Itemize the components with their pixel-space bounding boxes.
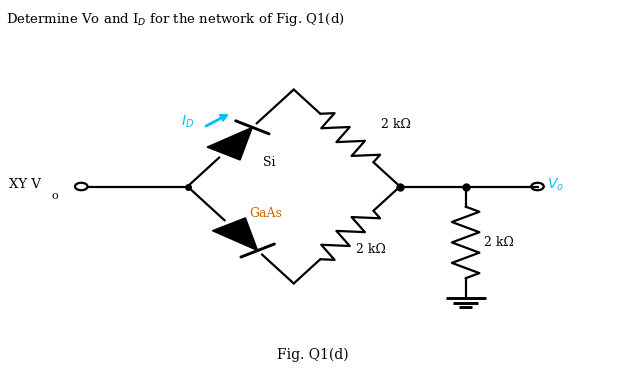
- Text: Fig. Q1(d): Fig. Q1(d): [277, 347, 348, 362]
- Text: 2 kΩ: 2 kΩ: [484, 236, 514, 249]
- Text: $I_D$: $I_D$: [181, 114, 194, 130]
- Text: XY V: XY V: [9, 178, 41, 191]
- Text: Determine Vo and I$_D$ for the network of Fig. Q1(d): Determine Vo and I$_D$ for the network o…: [6, 11, 345, 28]
- Text: 2 kΩ: 2 kΩ: [381, 119, 411, 131]
- Text: Si: Si: [263, 156, 276, 169]
- Text: GaAs: GaAs: [249, 207, 282, 220]
- Polygon shape: [207, 127, 252, 160]
- Text: 2 kΩ: 2 kΩ: [356, 244, 386, 256]
- Text: o: o: [52, 191, 59, 201]
- Text: $V_o$: $V_o$: [547, 176, 564, 193]
- Polygon shape: [213, 218, 258, 251]
